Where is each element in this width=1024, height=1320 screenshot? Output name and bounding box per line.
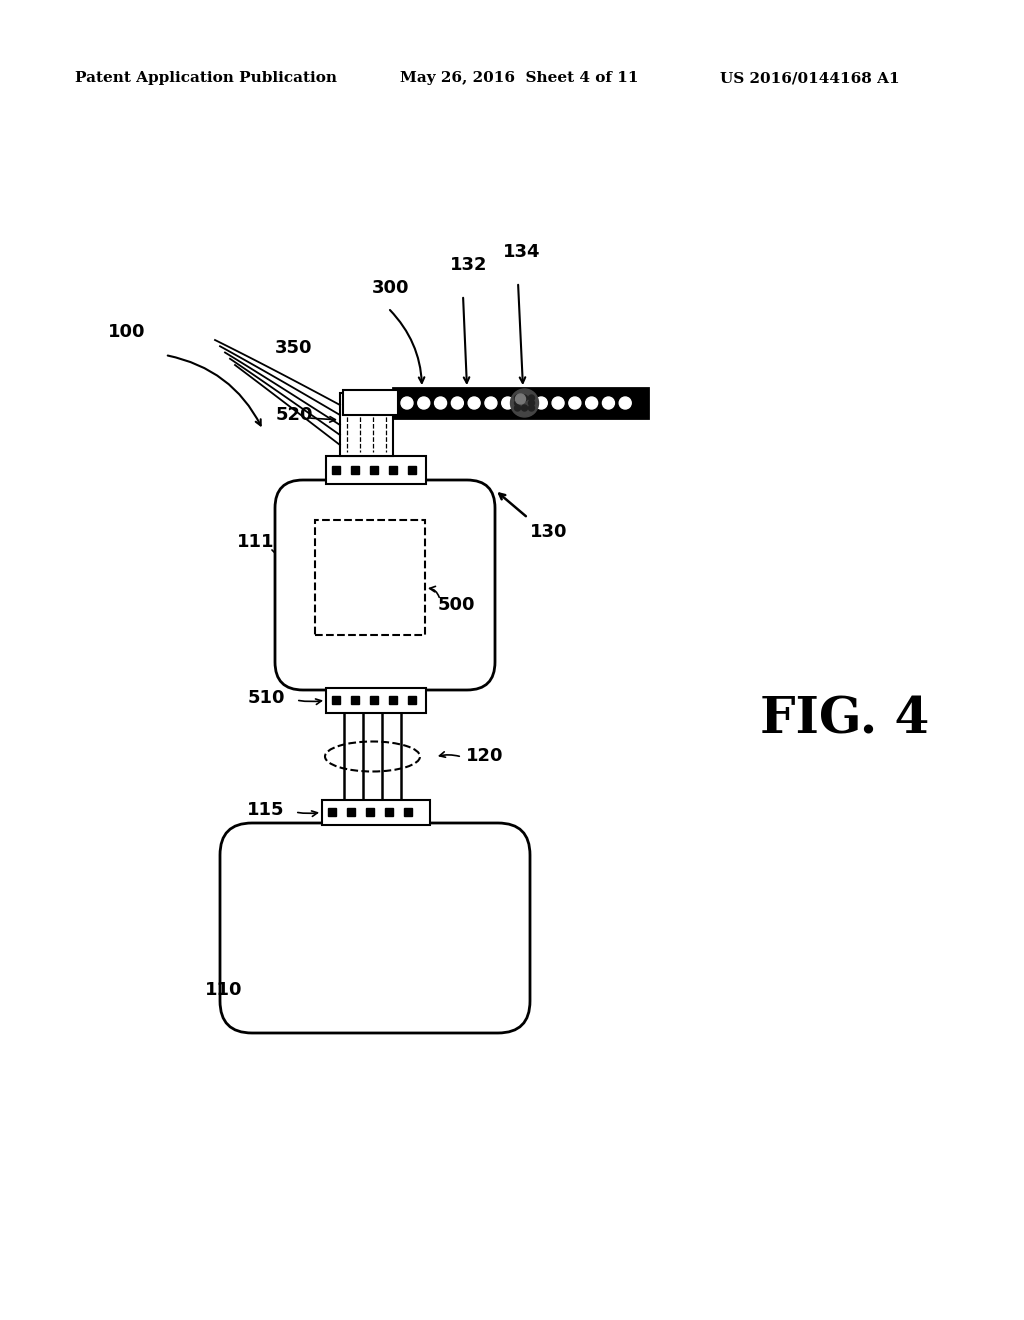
Bar <box>315 520 425 635</box>
Text: 110: 110 <box>205 981 243 999</box>
Text: 100: 100 <box>108 323 145 341</box>
Circle shape <box>511 389 539 417</box>
Text: FIG. 4: FIG. 4 <box>760 696 929 744</box>
Text: 130: 130 <box>530 523 567 541</box>
Circle shape <box>528 405 535 411</box>
Text: 300: 300 <box>372 279 410 297</box>
Circle shape <box>514 400 520 407</box>
Text: 510: 510 <box>248 689 286 708</box>
Circle shape <box>552 397 564 409</box>
Text: 132: 132 <box>450 256 487 275</box>
Circle shape <box>485 397 497 409</box>
Circle shape <box>521 405 527 411</box>
Text: May 26, 2016  Sheet 4 of 11: May 26, 2016 Sheet 4 of 11 <box>400 71 639 84</box>
Circle shape <box>401 397 413 409</box>
FancyBboxPatch shape <box>275 480 495 690</box>
Bar <box>326 688 426 713</box>
Circle shape <box>468 397 480 409</box>
Text: 520: 520 <box>276 407 313 424</box>
Circle shape <box>602 397 614 409</box>
Circle shape <box>452 397 463 409</box>
Text: 115: 115 <box>247 801 285 818</box>
Text: US 2016/0144168 A1: US 2016/0144168 A1 <box>720 71 900 84</box>
Text: 120: 120 <box>466 747 504 766</box>
Bar <box>322 800 430 825</box>
Circle shape <box>434 397 446 409</box>
Circle shape <box>514 405 520 411</box>
Bar <box>340 393 393 455</box>
Bar <box>326 455 426 484</box>
Text: 111: 111 <box>237 533 274 550</box>
Circle shape <box>528 400 535 407</box>
Circle shape <box>586 397 598 409</box>
Text: 134: 134 <box>503 243 541 261</box>
Circle shape <box>620 397 631 409</box>
Circle shape <box>514 395 520 401</box>
Circle shape <box>502 397 514 409</box>
Bar <box>343 389 398 414</box>
Circle shape <box>418 397 430 409</box>
Text: Patent Application Publication: Patent Application Publication <box>75 71 337 84</box>
Circle shape <box>569 397 581 409</box>
Circle shape <box>521 395 527 401</box>
FancyBboxPatch shape <box>220 822 530 1034</box>
Circle shape <box>528 395 535 401</box>
Text: 500: 500 <box>438 597 475 614</box>
Circle shape <box>536 397 547 409</box>
Text: 350: 350 <box>275 339 312 356</box>
Circle shape <box>515 393 525 404</box>
Bar <box>393 388 648 418</box>
